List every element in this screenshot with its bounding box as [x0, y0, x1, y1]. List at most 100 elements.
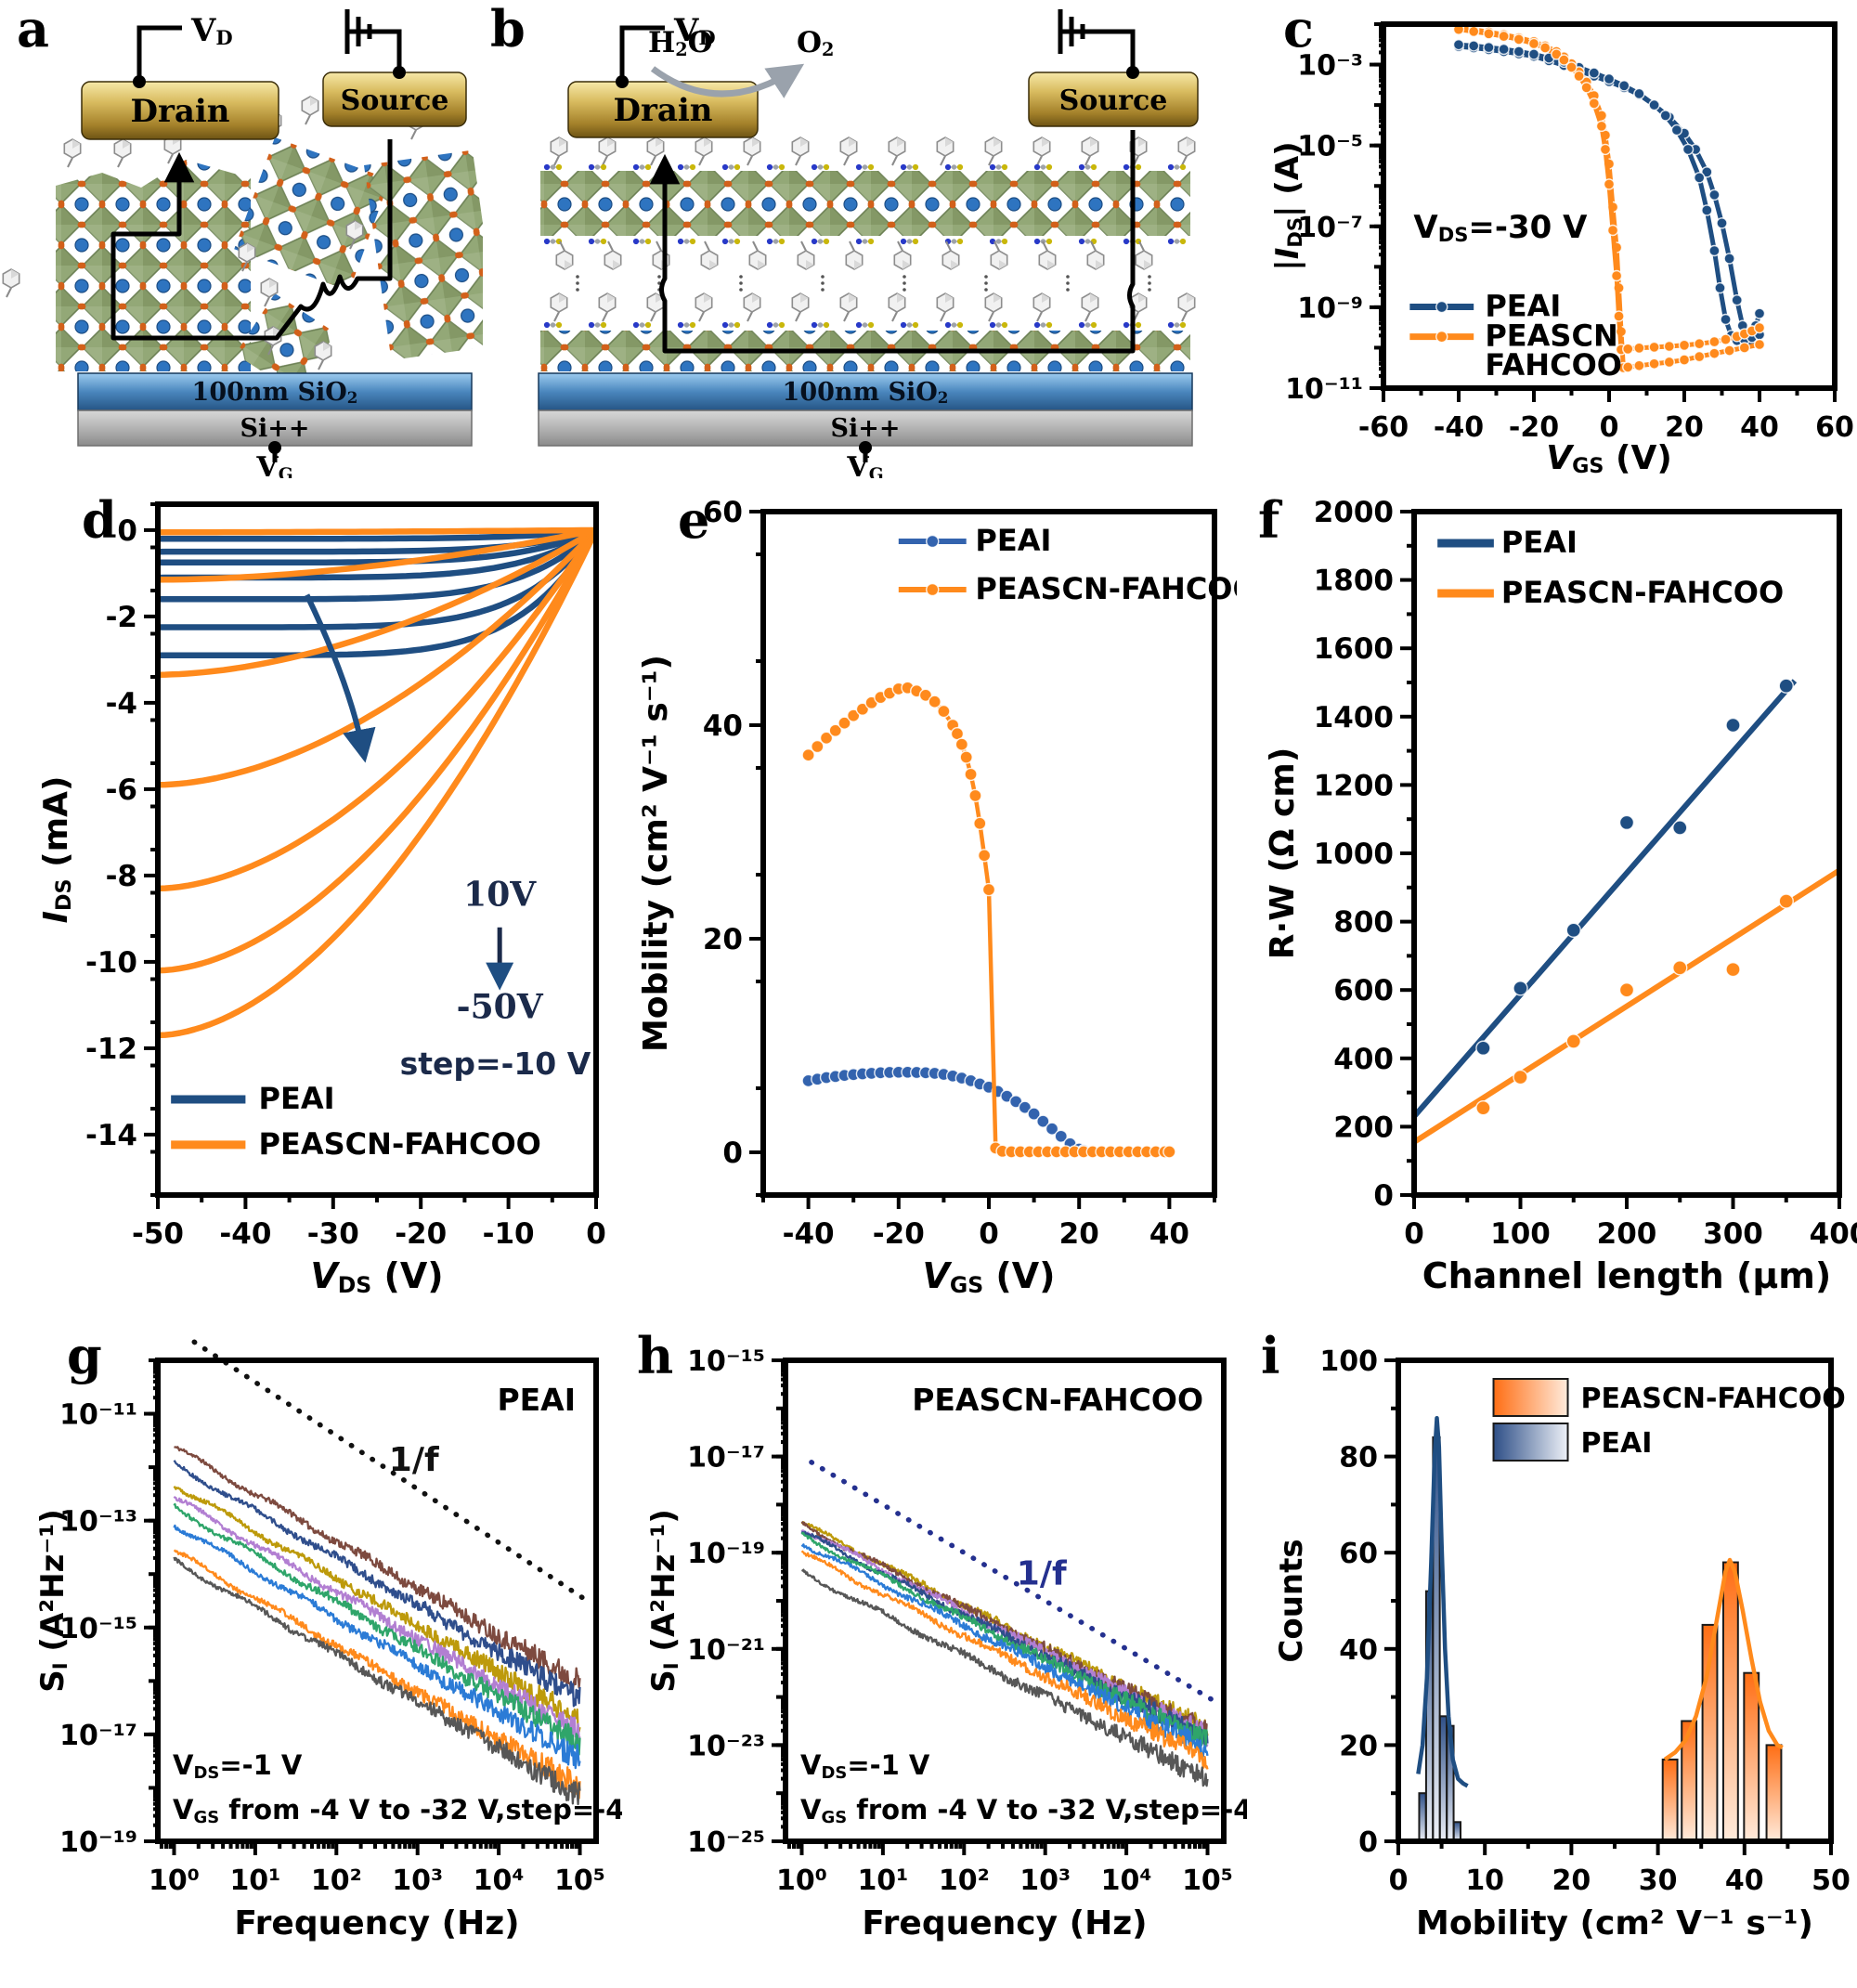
panel-label-c: c — [1283, 0, 1314, 58]
data-marker — [1723, 344, 1735, 357]
data-marker — [964, 767, 978, 782]
legend-label: FAHCOO — [1485, 347, 1622, 383]
data-marker — [1018, 1100, 1032, 1114]
output-curve-PEAI — [158, 527, 599, 630]
data-marker — [1659, 110, 1671, 122]
y-axis-label: Mobility (cm² V⁻¹ s⁻¹) — [637, 655, 675, 1052]
panel-label-b: b — [490, 0, 526, 58]
data-marker — [1599, 143, 1612, 156]
data-marker — [1725, 717, 1741, 734]
data-marker — [1720, 313, 1732, 326]
data-marker — [1558, 54, 1570, 66]
y-tick-label: 200 — [1333, 1111, 1394, 1144]
si-layer: Si++ — [77, 409, 473, 447]
data-marker — [1435, 330, 1448, 344]
sio2-layer: 100nm SiO2 — [77, 372, 473, 411]
y-tick-label: -4 — [106, 687, 137, 721]
sio2-layer: 100nm SiO2 — [538, 372, 1193, 411]
x-tick-label: 10³ — [392, 1865, 443, 1897]
data-marker — [1588, 67, 1600, 79]
x-tick-label: 0 — [1389, 1865, 1409, 1897]
legend-label: PEASCN-FAHCOO — [259, 1126, 541, 1162]
panel-label-e: e — [678, 490, 710, 550]
molecule-row — [543, 321, 1187, 329]
legend-label: PEASCN-FAHCOO — [1501, 575, 1784, 610]
molecule-row — [550, 292, 1196, 322]
y-tick-label: -8 — [106, 860, 137, 893]
y-tick-label: -2 — [106, 601, 137, 634]
data-marker — [1036, 1114, 1050, 1128]
distribution-curve-PEAI — [1416, 1415, 1469, 1788]
gate-end-label: -50V — [457, 987, 544, 1026]
data-marker — [1720, 333, 1732, 345]
data-marker — [1723, 253, 1735, 265]
h2o-o2-annotation: H2O O2 — [648, 26, 834, 98]
data-marker — [1498, 43, 1510, 56]
data-marker — [838, 716, 851, 730]
data-marker — [1435, 300, 1448, 314]
data-marker — [1565, 922, 1581, 938]
y-tick-label: 10⁻²³ — [687, 1730, 765, 1762]
x-tick-label: 400 — [1810, 1217, 1857, 1251]
y-tick-label: -14 — [85, 1119, 137, 1152]
x-tick-label: -20 — [395, 1217, 447, 1251]
y-tick-label: 600 — [1333, 974, 1394, 1007]
gate-start-label: 10V — [463, 875, 537, 914]
panel-i-histogram-chart: i 0 10 20 30 40 50 0 20 40 60 80 100 Mobility (cm² V… — [1253, 1331, 1857, 1988]
legend-label: PEAI — [1501, 525, 1578, 560]
data-marker — [1694, 338, 1706, 350]
x-tick-label: 300 — [1703, 1217, 1763, 1251]
bias-annotation-1: VDS=-1 V — [173, 1749, 303, 1783]
molecule-row — [543, 238, 1187, 245]
x-tick-label: 50 — [1812, 1865, 1851, 1897]
output-curve-PEASCN-FAHCOO — [157, 527, 599, 788]
axes: -40 -20 0 20 40 0 20 40 60 VGS (V) Mobility (cm² V… — [637, 496, 1216, 1298]
data-marker — [1670, 123, 1683, 136]
one-over-f-guide — [809, 1460, 1214, 1702]
y-axis-label: IDS (mA) — [37, 776, 76, 924]
x-axis-label: Mobility (cm² V⁻¹ s⁻¹) — [1416, 1904, 1813, 1943]
data-marker — [1580, 82, 1592, 94]
data-marker — [1483, 41, 1495, 54]
data-marker — [1678, 339, 1691, 352]
one-over-f-guide — [183, 1338, 587, 1602]
legend-swatch — [1492, 1378, 1569, 1417]
y-tick-label: 40 — [1339, 1634, 1378, 1667]
x-tick-label: 10⁰ — [776, 1865, 827, 1897]
mobility-histogram-plot: 0 10 20 30 40 50 0 20 40 60 80 100 Mobility (cm² V⁻¹… — [1273, 1345, 1851, 1943]
legend-label: PEASCN-FAHCOO — [1581, 1383, 1846, 1415]
output-curve-PEAI — [158, 526, 598, 566]
y-tick-label: 20 — [1339, 1730, 1378, 1762]
data-marker — [1606, 224, 1619, 237]
plot-frame — [783, 1358, 1227, 1844]
legend-label: PEASCN — [1485, 318, 1617, 354]
data-marker — [1648, 357, 1660, 370]
y-tick-label: 40 — [703, 709, 743, 743]
data-marker — [1672, 960, 1688, 976]
y-axis-label: SI (A²Hz⁻¹) — [34, 1509, 71, 1693]
data-marker — [801, 748, 815, 762]
x-tick-label: 40 — [1740, 411, 1779, 444]
x-tick-label: -20 — [873, 1217, 925, 1251]
axes: 10⁰ 10¹ 10² 10³ 10⁴ 10⁵ 10⁻¹⁵ 10⁻¹⁷ 10⁻¹⁹ 10⁻²¹ 10… — [645, 1345, 1233, 1943]
data-marker — [1738, 342, 1750, 354]
mobility-plot: -40 -20 0 20 40 0 20 40 60 VGS (V) Mobility (cm² V… — [637, 496, 1237, 1298]
noise-trace — [173, 1524, 581, 1770]
data-marker — [1573, 70, 1585, 83]
x-tick-label: 10⁴ — [1101, 1865, 1152, 1897]
y-tick-label: 400 — [1333, 1043, 1394, 1076]
x-tick-label: -40 — [219, 1217, 271, 1251]
perovskite-grain-tilted — [234, 137, 391, 292]
y-tick-label: 10⁻¹⁹ — [687, 1538, 765, 1570]
y-tick-label: 0 — [1358, 1826, 1378, 1859]
evaporation-arrow — [650, 63, 805, 98]
bias-annotation-1: VDS=-1 V — [800, 1749, 930, 1783]
vds-annotation: VDS=-30 V — [1413, 209, 1588, 246]
panel-a-svg: Drain Source VD 100nm SiO2 Si++ — [2, 9, 483, 478]
data-marker — [1753, 338, 1766, 351]
data-marker — [1701, 204, 1713, 216]
histogram-bar-PEAI — [1418, 1792, 1427, 1843]
data-marker — [1618, 982, 1635, 998]
y-tick-label: 0 — [1373, 1179, 1394, 1213]
y-tick-label: 60 — [1339, 1538, 1378, 1570]
